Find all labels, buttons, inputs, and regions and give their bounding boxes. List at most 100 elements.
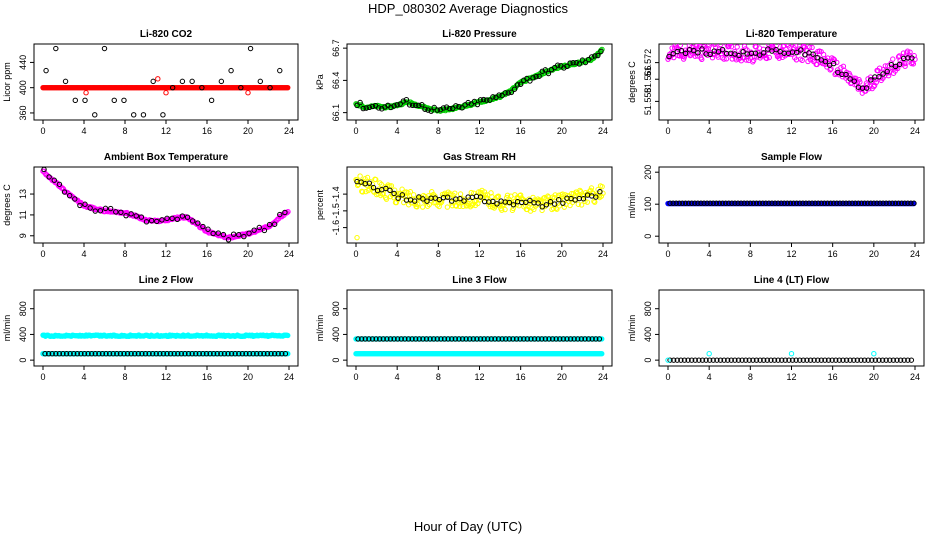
y-tick-label: 51.566 [643, 65, 653, 93]
level-point [423, 336, 430, 342]
sample-point [107, 205, 114, 212]
level-point [420, 336, 426, 342]
noisy-point [705, 45, 712, 52]
noisy-point [834, 59, 840, 66]
level-point [467, 336, 473, 342]
x-tick-label: 16 [202, 372, 212, 382]
plot-area [665, 44, 918, 96]
level-point [575, 336, 581, 342]
sample-point [814, 54, 820, 61]
sample-point [159, 217, 165, 223]
sample-point [118, 209, 124, 215]
sample-point [595, 52, 601, 59]
panel-7: Line 2 Flow ml/min 0 4 8 12 16 20 24 0 400 800 [2, 275, 299, 382]
level-point [513, 336, 520, 342]
level-point [81, 351, 88, 357]
level-point [775, 200, 781, 206]
sample-point [411, 198, 418, 204]
level-point [871, 200, 877, 206]
level-point [756, 200, 763, 206]
sample-point [678, 47, 685, 54]
level-point [682, 200, 689, 206]
sample-point [363, 105, 369, 111]
level-point [131, 112, 137, 118]
sample-point [446, 105, 453, 112]
y-tick-label: 400 [643, 327, 653, 342]
x-tick-label: 20 [869, 126, 879, 136]
sample-point [133, 213, 139, 219]
level-point [128, 351, 134, 357]
level-point [567, 336, 574, 342]
level-point [735, 357, 742, 363]
sample-point [510, 202, 517, 208]
noisy-point [469, 202, 475, 209]
y-tick-label: 400 [331, 327, 341, 342]
level-point [872, 357, 879, 363]
level-point [763, 200, 769, 206]
level-point [778, 200, 784, 206]
y-tick-label: 66.4 [331, 72, 341, 90]
sample-point [847, 76, 853, 82]
y-tick-label: 800 [643, 301, 653, 316]
sample-point [527, 197, 533, 204]
level-point [488, 336, 495, 342]
y-tick-label: 66.7 [331, 39, 341, 57]
x-tick-label: 20 [557, 372, 567, 382]
level-point [834, 200, 840, 206]
x-tick-label: 8 [436, 372, 441, 382]
level-point [719, 200, 726, 206]
level-point [207, 351, 213, 357]
noisy-point [559, 191, 566, 197]
level-point [821, 200, 828, 206]
level-point [578, 336, 585, 342]
level-point [495, 336, 502, 342]
level-point [250, 351, 256, 357]
noisy-point [753, 44, 759, 50]
noisy-point [495, 193, 502, 199]
level-point [67, 351, 73, 357]
sample-point [399, 192, 406, 198]
sample-point [419, 102, 425, 108]
level-point [103, 351, 109, 357]
level-point [854, 357, 861, 363]
x-tick-label: 16 [202, 249, 212, 259]
level-point [692, 357, 698, 363]
x-tick-label: 8 [748, 249, 753, 259]
sample-point [251, 227, 257, 233]
sample-point [391, 103, 397, 109]
sample-point [580, 196, 587, 202]
level-point [582, 336, 588, 342]
sample-point [220, 231, 227, 238]
level-point [703, 357, 709, 363]
y-tick-label: 200 [643, 165, 653, 180]
noisy-point [866, 86, 872, 92]
level-point [732, 357, 738, 363]
level-point [160, 351, 167, 357]
level-point [499, 336, 505, 342]
band-point [285, 332, 291, 339]
level-point [818, 357, 825, 363]
level-point [438, 336, 444, 342]
sample-point [282, 209, 288, 216]
level-point [846, 200, 852, 206]
level-point [121, 351, 127, 357]
sample-point [416, 102, 422, 109]
level-point [685, 200, 692, 206]
level-point [681, 357, 688, 363]
level-point [747, 200, 754, 206]
level-point [193, 351, 199, 357]
x-tick-label: 24 [910, 372, 920, 382]
x-tick-label: 16 [828, 126, 838, 136]
level-point [535, 336, 541, 342]
noisy-point [552, 192, 558, 198]
level-point [698, 200, 704, 206]
level-point [228, 351, 235, 357]
level-point [889, 200, 896, 206]
level-point [876, 357, 882, 363]
outlier-point [354, 234, 360, 241]
level-point [750, 200, 757, 206]
sample-point [383, 185, 389, 192]
noisy-point [588, 185, 595, 191]
sample-point [92, 208, 98, 214]
level-point [779, 357, 785, 363]
